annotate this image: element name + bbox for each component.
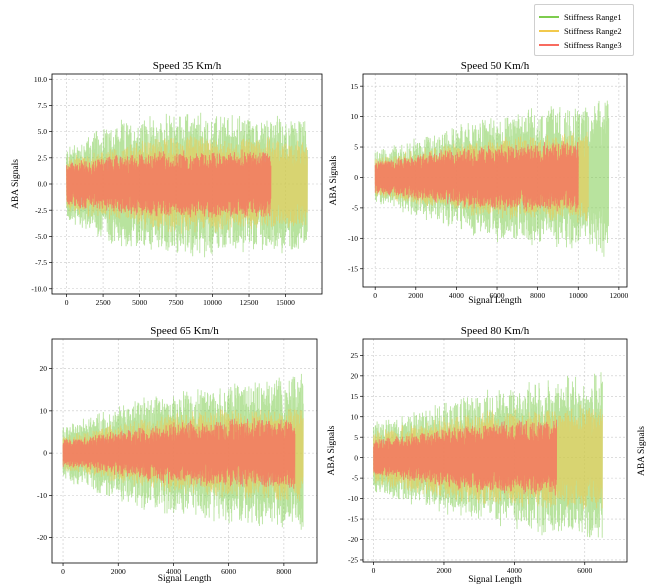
x-tick-label: 0 [61,567,65,576]
y-tick-label: 2.5 [38,153,48,162]
x-tick-label: 10000 [569,291,588,300]
y-tick-label: -10 [37,491,47,500]
y-axis-label: ABA Signals [327,425,337,475]
legend-label-range1: Stiffness Range1 [564,12,622,22]
panel-4: 0 2000 4000 6000 -25 -20 -15 -10 -5 0 5 10 15 20 25 Spe… [327,325,628,585]
x-tick-label: 15000 [276,298,295,307]
x-tick-label: 5000 [132,298,147,307]
legend-item-range1: Stiffness Range1 [539,10,622,24]
legend-swatch-range3 [539,44,559,46]
plot-frame [51,338,318,564]
right-y-axis-label: ABA Signals [637,426,647,476]
x-axis-label: Signal Length [158,574,212,584]
y-tick-label: 10 [351,412,359,421]
x-axis-label: Signal Length [468,296,522,306]
y-tick-label: 10 [40,406,48,415]
series-3-line [62,418,296,489]
x-tick-label: 10000 [203,298,222,307]
y-axis-label: ABA Signals [11,159,21,209]
panel-1: 0 2500 5000 7500 10000 12500 15000 -10.0 -7.5 -5.… [11,60,323,307]
y-tick-label: 0 [354,173,358,182]
x-tick-label: 6000 [490,291,505,300]
plot-frame [362,338,628,563]
x-tick-label: 8000 [530,291,545,300]
x-tick-label: 7500 [169,298,184,307]
y-tick-label: 25 [351,351,359,360]
legend-label-range2: Stiffness Range2 [564,26,622,36]
panel-title: Speed 35 Km/h [153,60,222,72]
y-tick-label: 10.0 [34,75,47,84]
y-tick-label: 0.0 [38,180,48,189]
y-tick-label: 5.0 [38,127,48,136]
y-tick-label: 0 [354,453,358,462]
x-tick-label: 4000 [449,291,464,300]
x-tick-label: 2500 [96,298,111,307]
panel-title: Speed 50 Km/h [461,60,530,72]
x-tick-label: 8000 [276,567,291,576]
series-3-line [66,149,272,218]
y-tick-label: -15 [348,515,358,524]
y-tick-label: -7.5 [35,258,47,267]
x-tick-label: 12000 [610,291,629,300]
series-3-line [374,141,579,212]
legend-item-range3: Stiffness Range3 [539,38,622,52]
x-tick-label: 0 [373,291,377,300]
y-tick-label: 7.5 [38,101,48,110]
x-tick-label: 6000 [577,566,592,575]
x-tick-label: 6000 [221,567,236,576]
y-tick-label: -10 [348,234,358,243]
panel-2: 0 2000 4000 6000 8000 10000 12000 -15 -10 -5 0 5 10 1… [329,60,629,306]
y-tick-label: -10 [348,494,358,503]
x-tick-label: 12500 [240,298,259,307]
x-tick-label: 0 [372,566,376,575]
x-axis-label: Signal Length [468,575,522,585]
x-tick-label: 4000 [166,567,181,576]
panel-3: 0 2000 4000 6000 8000 -20 -10 0 10 20 Speed 65 Km/… [37,325,318,584]
y-tick-label: 20 [351,371,359,380]
y-tick-label: -2.5 [35,206,47,215]
y-tick-label: -20 [37,533,47,542]
panel-title: Speed 65 Km/h [150,325,219,337]
y-tick-label: 20 [40,364,48,373]
y-tick-label: 10 [351,112,359,121]
plot-frame [362,73,628,288]
x-tick-label: 2000 [111,567,126,576]
x-tick-label: 0 [65,298,69,307]
series-3-line [373,419,558,496]
y-tick-label: 15 [351,392,359,401]
x-tick-label: 4000 [507,566,522,575]
y-axis-label: ABA Signals [329,155,339,205]
y-tick-label: -20 [348,535,358,544]
y-tick-label: 0 [43,449,47,458]
x-tick-label: 2000 [436,566,451,575]
legend-swatch-range2 [539,30,559,32]
legend-swatch-range1 [539,16,559,18]
legend-label-range3: Stiffness Range3 [564,40,622,50]
x-tick-label: 2000 [408,291,423,300]
y-tick-label: -15 [348,264,358,273]
y-tick-label: -5 [352,203,358,212]
y-tick-label: 5 [354,143,358,152]
y-tick-label: 5 [354,433,358,442]
y-tick-label: 15 [351,82,359,91]
y-tick-label: -10.0 [31,284,47,293]
y-tick-label: -25 [348,556,358,565]
legend-item-range2: Stiffness Range2 [539,24,622,38]
y-tick-label: -5.0 [35,232,47,241]
y-tick-label: -5 [352,474,358,483]
legend: Stiffness Range1 Stiffness Range2 Stiffn… [534,4,634,56]
panel-title: Speed 80 Km/h [461,325,530,337]
